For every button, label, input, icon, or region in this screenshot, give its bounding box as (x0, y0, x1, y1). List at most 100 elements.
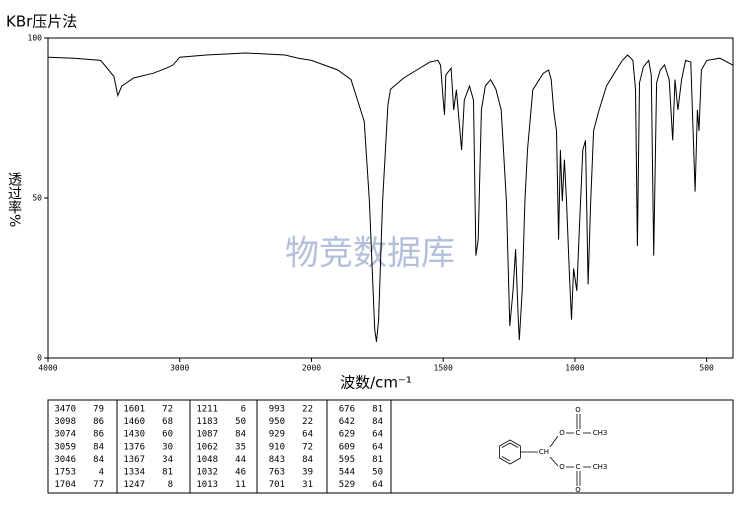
structure-atoms: CH O C O CH3 O C O CH3 (539, 406, 607, 494)
peak-transmittance: 46 (235, 468, 246, 478)
watermark: 物竞数据库 (285, 234, 455, 274)
peak-wavenumber: 1062 (196, 442, 218, 452)
atom-label: O (575, 486, 581, 494)
peak-wavenumber: 529 (339, 480, 355, 490)
peak-transmittance: 72 (162, 405, 173, 415)
peak-transmittance: 64 (302, 430, 313, 440)
x-tick-label: 4000 (38, 364, 57, 373)
peak-transmittance: 64 (372, 480, 383, 490)
spectrum-line (47, 52, 734, 343)
peak-wavenumber: 609 (339, 442, 355, 452)
peak-transmittance: 34 (162, 455, 173, 465)
peak-transmittance: 44 (235, 455, 246, 465)
peak-wavenumber: 1087 (196, 430, 218, 440)
y-tick-label: 100 (28, 34, 43, 43)
y-tick-label: 50 (32, 194, 42, 203)
peak-transmittance: 72 (302, 442, 313, 452)
peak-wavenumber: 1367 (123, 455, 145, 465)
peak-transmittance: 11 (235, 480, 246, 490)
peak-transmittance: 30 (162, 442, 173, 452)
peak-wavenumber: 3470 (54, 405, 76, 415)
peak-wavenumber: 3059 (54, 442, 76, 452)
peak-wavenumber: 701 (269, 480, 285, 490)
peak-transmittance: 79 (93, 405, 104, 415)
benzene-ring (499, 439, 521, 465)
peak-transmittance: 6 (241, 405, 246, 415)
method-label: KBr压片法 (6, 13, 77, 31)
x-tick-label: 500 (699, 364, 714, 373)
x-tick-label: 2000 (302, 364, 321, 373)
peak-transmittance: 50 (235, 417, 246, 427)
atom-label: CH (539, 448, 549, 456)
peak-wavenumber: 1753 (54, 468, 76, 478)
peak-transmittance: 50 (372, 468, 383, 478)
peak-wavenumber: 3098 (54, 417, 76, 427)
peak-wavenumber: 3046 (54, 455, 76, 465)
peak-wavenumber: 676 (339, 405, 355, 415)
peak-wavenumber: 629 (339, 430, 355, 440)
peak-transmittance: 84 (302, 455, 313, 465)
atom-label: C (576, 429, 581, 437)
peak-transmittance: 81 (162, 468, 173, 478)
peak-wavenumber: 929 (269, 430, 285, 440)
peak-transmittance: 64 (372, 430, 383, 440)
peak-transmittance: 84 (372, 417, 383, 427)
peak-transmittance: 68 (162, 417, 173, 427)
peak-transmittance: 8 (168, 480, 173, 490)
ring-double-bond (501, 442, 519, 448)
peak-wavenumber: 1032 (196, 468, 218, 478)
peak-wavenumber: 1211 (196, 405, 218, 415)
peak-wavenumber: 1048 (196, 455, 218, 465)
peak-transmittance: 77 (93, 480, 104, 490)
peak-wavenumber: 1183 (196, 417, 218, 427)
bond (549, 435, 559, 448)
peak-transmittance: 84 (93, 442, 104, 452)
structure (499, 414, 591, 486)
x-tick-label: 3000 (170, 364, 189, 373)
bond (549, 456, 559, 467)
ring-double-bond (501, 456, 511, 462)
peak-transmittance: 81 (372, 455, 383, 465)
peak-wavenumber: 1334 (123, 468, 145, 478)
peak-wavenumber: 1430 (123, 430, 145, 440)
peak-wavenumber: 642 (339, 417, 355, 427)
atom-label: C (576, 463, 581, 471)
peak-transmittance: 4 (99, 468, 104, 478)
peak-transmittance: 84 (93, 455, 104, 465)
peak-wavenumber: 843 (269, 455, 285, 465)
peak-transmittance: 86 (93, 430, 104, 440)
peak-transmittance: 60 (162, 430, 173, 440)
peak-wavenumber: 1247 (123, 480, 145, 490)
atom-label: CH3 (593, 429, 608, 437)
peak-wavenumber: 763 (269, 468, 285, 478)
peak-transmittance: 86 (93, 417, 104, 427)
x-tick-label: 1500 (434, 364, 453, 373)
peak-wavenumber: 1601 (123, 405, 145, 415)
peak-wavenumber: 3074 (54, 430, 76, 440)
y-tick-label: 0 (37, 354, 42, 363)
peak-wavenumber: 910 (269, 442, 285, 452)
peak-transmittance: 35 (235, 442, 246, 452)
peak-transmittance: 22 (302, 417, 313, 427)
peak-wavenumber: 1704 (54, 480, 76, 490)
atom-label: O (559, 463, 565, 471)
atom-label: CH3 (593, 463, 608, 471)
peak-wavenumber: 993 (269, 405, 285, 415)
peak-wavenumber: 1460 (123, 417, 145, 427)
peak-transmittance: 84 (235, 430, 246, 440)
x-tick-label: 1000 (565, 364, 584, 373)
plot-frame (47, 37, 734, 359)
peak-wavenumber: 1013 (196, 480, 218, 490)
peak-transmittance: 31 (302, 480, 313, 490)
peak-wavenumber: 544 (339, 468, 355, 478)
peak-wavenumber: 1376 (123, 442, 145, 452)
peak-transmittance: 39 (302, 468, 313, 478)
peak-transmittance: 64 (372, 442, 383, 452)
peak-wavenumber: 595 (339, 455, 355, 465)
peak-transmittance: 22 (302, 405, 313, 415)
atom-label: O (559, 429, 565, 437)
peak-wavenumber: 950 (269, 417, 285, 427)
x-axis-label: 波数/cm⁻¹ (340, 374, 412, 392)
